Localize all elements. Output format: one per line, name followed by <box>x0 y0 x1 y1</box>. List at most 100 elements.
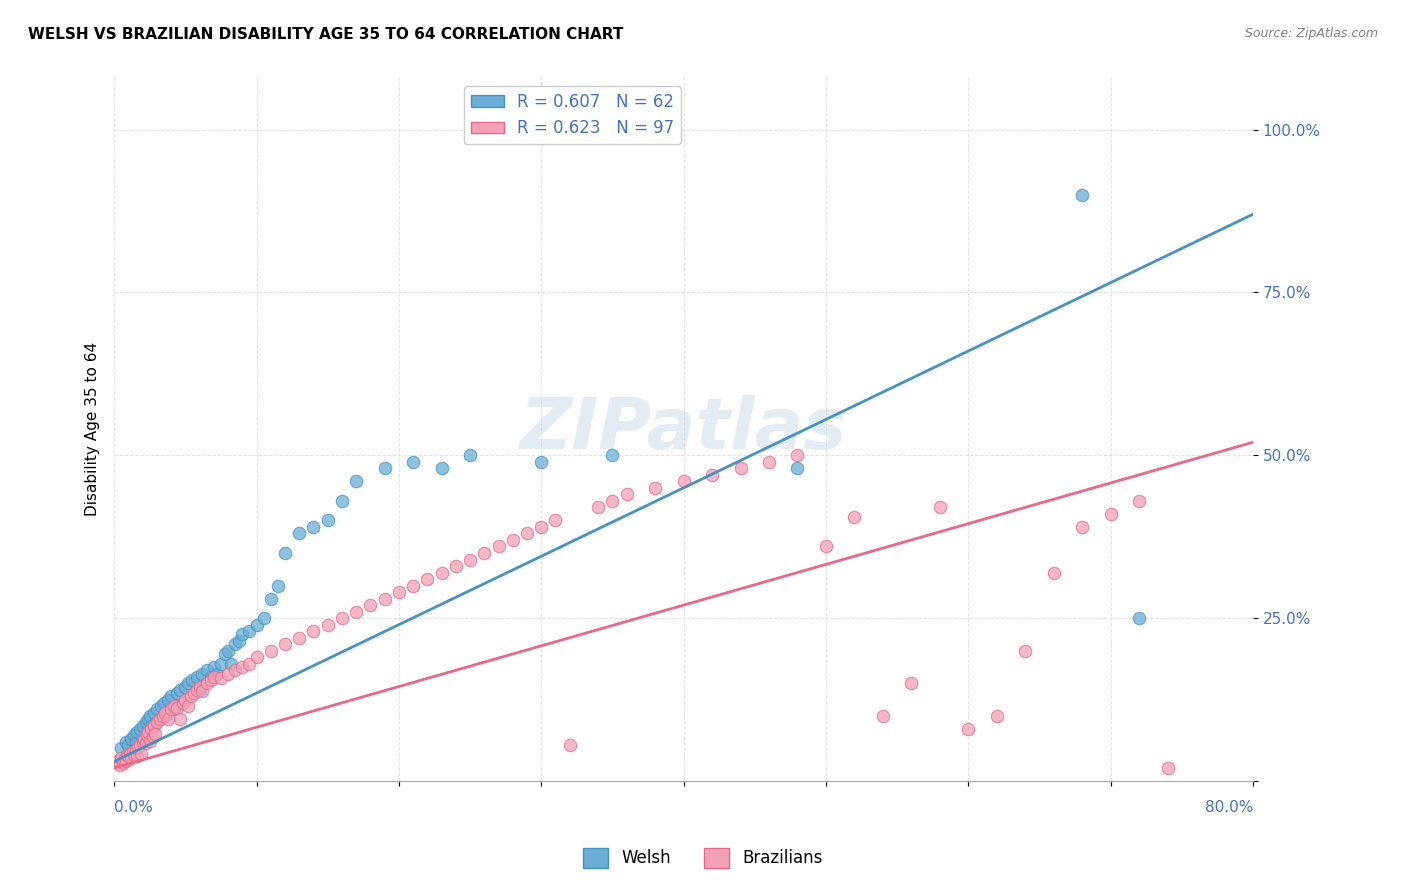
Point <box>153 696 176 710</box>
Point <box>145 727 167 741</box>
Point <box>155 709 177 723</box>
Point <box>302 624 325 639</box>
Point <box>141 718 163 732</box>
Point <box>124 735 146 749</box>
Point <box>302 520 325 534</box>
Point <box>122 747 145 762</box>
Point <box>129 747 152 761</box>
Point <box>138 725 160 739</box>
Point <box>1128 494 1150 508</box>
Point <box>186 670 208 684</box>
Point <box>138 712 160 726</box>
Point <box>177 676 200 690</box>
Point <box>186 682 208 697</box>
Point <box>149 712 172 726</box>
Point <box>110 741 132 756</box>
Text: WELSH VS BRAZILIAN DISABILITY AGE 35 TO 64 CORRELATION CHART: WELSH VS BRAZILIAN DISABILITY AGE 35 TO … <box>28 27 623 42</box>
Point <box>152 709 174 723</box>
Point <box>117 738 139 752</box>
Point <box>143 706 166 720</box>
Point <box>122 728 145 742</box>
Point <box>108 757 131 772</box>
Point <box>110 751 132 765</box>
Point <box>157 712 180 726</box>
Point <box>139 709 162 723</box>
Point <box>146 715 169 730</box>
Point <box>202 660 225 674</box>
Point <box>267 578 290 592</box>
Point <box>330 494 353 508</box>
Point <box>900 676 922 690</box>
Point <box>288 526 311 541</box>
Point <box>217 666 239 681</box>
Point <box>172 696 194 710</box>
Point <box>191 666 214 681</box>
Point <box>344 475 367 489</box>
Point <box>316 513 339 527</box>
Point <box>172 696 194 710</box>
Point <box>530 520 553 534</box>
Point <box>288 631 311 645</box>
Point <box>844 510 866 524</box>
Point <box>214 647 236 661</box>
Point <box>131 735 153 749</box>
Legend: Welsh, Brazilians: Welsh, Brazilians <box>576 841 830 875</box>
Point <box>359 598 381 612</box>
Point <box>177 699 200 714</box>
Point <box>758 455 780 469</box>
Point <box>238 657 260 671</box>
Point <box>121 745 143 759</box>
Point <box>169 682 191 697</box>
Point <box>188 682 211 697</box>
Point <box>374 461 396 475</box>
Point <box>444 559 467 574</box>
Point <box>195 663 218 677</box>
Point <box>141 722 163 736</box>
Point <box>180 690 202 704</box>
Point <box>134 715 156 730</box>
Text: ZIPatlas: ZIPatlas <box>520 395 848 464</box>
Point <box>131 718 153 732</box>
Point <box>146 702 169 716</box>
Text: 80.0%: 80.0% <box>1205 799 1253 814</box>
Point <box>488 540 510 554</box>
Point <box>183 686 205 700</box>
Point <box>957 722 980 736</box>
Point <box>928 500 950 515</box>
Point <box>112 753 135 767</box>
Point <box>205 666 228 681</box>
Point <box>238 624 260 639</box>
Point <box>1099 507 1122 521</box>
Point <box>602 448 624 462</box>
Point <box>344 605 367 619</box>
Point <box>786 461 808 475</box>
Point <box>224 637 246 651</box>
Point <box>402 455 425 469</box>
Point <box>1071 187 1094 202</box>
Point <box>166 686 188 700</box>
Point <box>1042 566 1064 580</box>
Point <box>188 680 211 694</box>
Legend: R = 0.607   N = 62, R = 0.623   N = 97: R = 0.607 N = 62, R = 0.623 N = 97 <box>464 87 682 145</box>
Text: 0.0%: 0.0% <box>114 799 153 814</box>
Point <box>814 540 837 554</box>
Point <box>274 637 297 651</box>
Point <box>160 690 183 704</box>
Point <box>132 731 155 746</box>
Point <box>163 702 186 716</box>
Point <box>472 546 495 560</box>
Point <box>155 706 177 720</box>
Point <box>111 756 134 770</box>
Point <box>142 730 165 744</box>
Point <box>260 591 283 606</box>
Point <box>416 572 439 586</box>
Point <box>672 475 695 489</box>
Point <box>128 722 150 736</box>
Point <box>219 657 242 671</box>
Point <box>530 455 553 469</box>
Point <box>316 617 339 632</box>
Point <box>374 591 396 606</box>
Point <box>139 733 162 747</box>
Point <box>174 680 197 694</box>
Point <box>125 749 148 764</box>
